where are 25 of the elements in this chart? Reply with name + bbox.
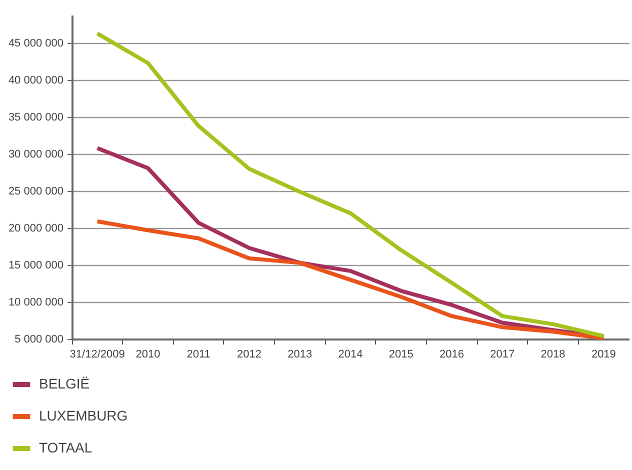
x-tick-label: 2016 [440, 348, 464, 360]
x-tick-label: 2015 [388, 348, 414, 360]
y-tick-label: 15 000 000 [8, 260, 64, 272]
y-tick-label: 35 000 000 [8, 112, 64, 124]
line-series [95, 31, 606, 338]
y-tick-label: 30 000 000 [8, 148, 64, 161]
x-tick-label: 2018 [540, 348, 566, 360]
x-tick-label: 2014 [338, 348, 363, 360]
y-tick-label: 5 000 000 [14, 334, 64, 346]
x-tick-label: 2010 [136, 348, 160, 360]
x-tick-label: 31/12/2009 [70, 348, 125, 360]
x-tick-label: 2012 [236, 348, 262, 360]
y-tick-label: 40 000 000 [8, 74, 64, 87]
y-tick-label: 10 000 000 [8, 296, 64, 309]
y-tick-label: 20 000 000 [8, 222, 64, 235]
y-tick-label: 45 000 000 [8, 38, 64, 50]
x-tick-label: 2013 [288, 348, 312, 360]
legend-label: LUXEMBURG [39, 408, 128, 424]
legend-label: BELGIË [39, 376, 90, 392]
legend-label: TOTAAL [39, 440, 92, 456]
x-tick-label: 2019 [591, 348, 616, 360]
y-tick-label: 25 000 000 [8, 186, 64, 198]
x-tick-label: 2017 [490, 348, 515, 360]
x-tick-label: 2011 [186, 348, 210, 360]
line-series [95, 219, 606, 340]
